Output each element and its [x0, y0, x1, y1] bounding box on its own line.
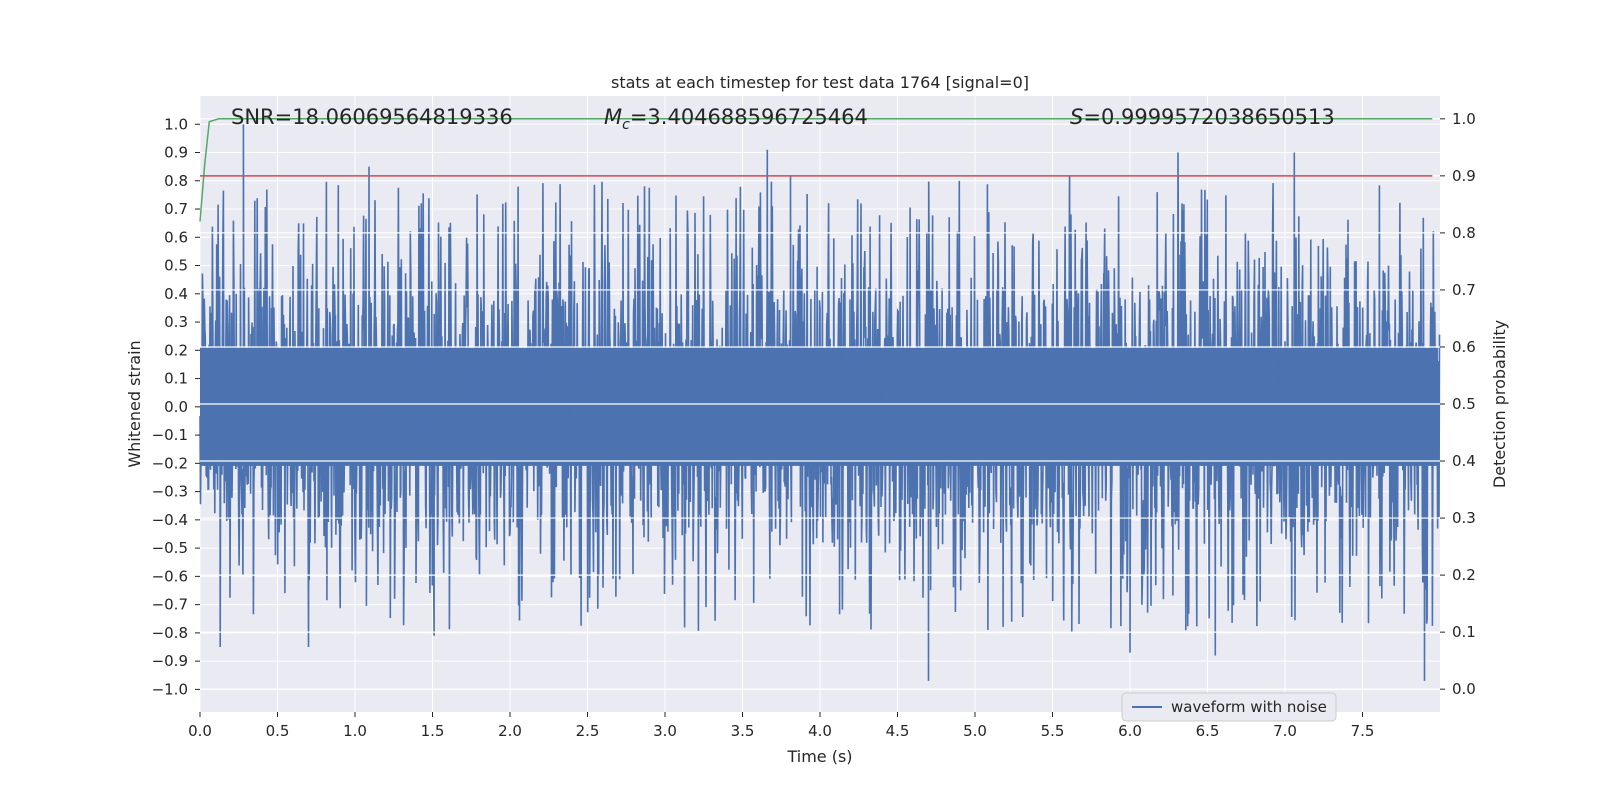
y-left-tick-label: 0.5 [164, 257, 188, 275]
score-value: =0.9999572038650513 [1083, 105, 1334, 129]
y-left-tick-label: 0.4 [164, 285, 188, 303]
y-right-tick-label: 0.7 [1452, 281, 1476, 299]
y-axis-right-label: Detection probability [1490, 320, 1509, 488]
x-tick-label: 7.0 [1273, 722, 1297, 740]
waveform-line [199, 124, 1441, 681]
y-right-tick-label: 0.2 [1452, 566, 1476, 584]
y-left-tick-label: −0.6 [152, 567, 188, 585]
y-right-tick-label: 0.5 [1452, 395, 1476, 413]
y-left-tick-label: −0.9 [152, 652, 188, 670]
x-tick-label: 0.0 [188, 722, 212, 740]
y-left-tick-label: −0.5 [152, 539, 188, 557]
legend-box [1121, 692, 1337, 722]
x-tick-label: 6.0 [1118, 722, 1142, 740]
waveform-series [199, 124, 1441, 681]
y-right-tick-label: 0.1 [1452, 623, 1476, 641]
probability-series [199, 118, 1433, 222]
y-axis-right: 0.0 0.1 0.2 0.3 0.4 0.5 0.6 0.7 0.8 0.9 1.0 [1440, 110, 1476, 698]
chirp-mass-symbol: M [604, 105, 622, 129]
legend: waveform with noise [1121, 692, 1337, 722]
chart-title: stats at each timestep for test data 176… [611, 73, 1029, 92]
y-left-tick-label: −1.0 [152, 680, 188, 698]
x-axis: 0.0 0.5 1.0 1.5 2.0 2.5 3.0 3.5 4.0 4.5 5.0 5.5 6.0 6… [188, 712, 1374, 740]
score-annotation: S=0.9999572038650513 [1070, 105, 1335, 129]
y-right-tick-label: 0.0 [1452, 680, 1476, 698]
y-left-tick-label: 0.3 [164, 313, 188, 331]
x-tick-label: 1.0 [343, 722, 367, 740]
x-tick-label: 5.5 [1041, 722, 1065, 740]
snr-annotation: SNR=18.06069564819336 [231, 105, 513, 129]
y-right-tick-label: 1.0 [1452, 110, 1476, 128]
chirp-mass-subscript: c [622, 117, 630, 133]
y-left-tick-label: 0.6 [164, 228, 188, 246]
y-right-tick-label: 0.3 [1452, 509, 1476, 527]
x-tick-label: 1.5 [421, 722, 445, 740]
y-left-tick-label: −0.2 [152, 454, 188, 472]
y-right-tick-label: 0.6 [1452, 338, 1476, 356]
y-right-tick-label: 0.4 [1452, 452, 1476, 470]
x-tick-label: 6.5 [1196, 722, 1220, 740]
chirp-mass-value: =3.404688596725464 [630, 105, 868, 129]
x-tick-label: 2.5 [576, 722, 600, 740]
x-tick-label: 4.0 [808, 722, 832, 740]
y-right-tick-label: 0.8 [1452, 224, 1476, 242]
x-tick-label: 5.0 [963, 722, 987, 740]
legend-label: waveform with noise [1171, 698, 1327, 716]
y-left-tick-label: −0.1 [152, 426, 188, 444]
y-left-tick-label: −0.4 [152, 511, 188, 529]
y-left-tick-label: 0.7 [164, 200, 188, 218]
x-tick-label: 4.5 [886, 722, 910, 740]
y-left-tick-label: 0.9 [164, 144, 188, 162]
y-axis-left-label: Whitened strain [125, 340, 144, 467]
y-left-tick-label: 0.8 [164, 172, 188, 190]
x-tick-label: 3.0 [653, 722, 677, 740]
y-axis-left: −1.0 −0.9 −0.8 −0.7 −0.6 −0.5 −0.4 −0.3 −0.2 −0.1… [152, 115, 200, 698]
y-left-tick-label: −0.8 [152, 624, 188, 642]
detection-probability-line [199, 118, 1433, 222]
y-right-tick-label: 0.9 [1452, 167, 1476, 185]
chirp-mass-annotation: Mc=3.404688596725464 [604, 105, 868, 133]
score-symbol: S [1070, 105, 1083, 129]
y-left-tick-label: 0.1 [164, 370, 188, 388]
y-left-tick-label: 0.2 [164, 341, 188, 359]
y-left-tick-label: 0.0 [164, 398, 188, 416]
y-left-tick-label: −0.3 [152, 483, 188, 501]
x-tick-label: 7.5 [1351, 722, 1375, 740]
x-axis-label: Time (s) [786, 747, 852, 766]
x-tick-label: 3.5 [731, 722, 755, 740]
x-tick-label: 0.5 [266, 722, 290, 740]
y-left-tick-label: −0.7 [152, 596, 188, 614]
y-left-tick-label: 1.0 [164, 115, 188, 133]
x-tick-label: 2.0 [498, 722, 522, 740]
